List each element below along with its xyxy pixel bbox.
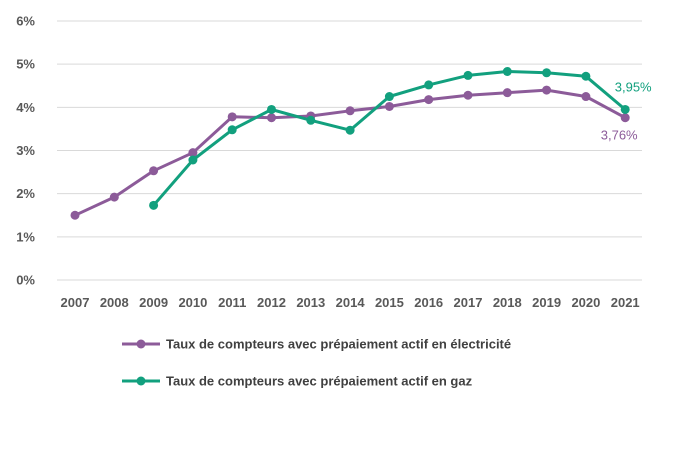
y-tick-label: 0% (16, 273, 35, 288)
data-point (502, 67, 512, 77)
legend-label: Taux de compteurs avec prépaiement actif… (166, 374, 473, 389)
y-tick-label: 6% (16, 14, 35, 29)
data-point (384, 101, 394, 111)
x-tick-label: 2016 (414, 295, 443, 310)
x-tick-label: 2008 (100, 295, 129, 310)
y-tick-label: 2% (16, 186, 35, 201)
data-point (306, 115, 316, 125)
x-tick-label: 2015 (375, 295, 404, 310)
series-lines (70, 67, 630, 220)
data-point (267, 104, 276, 114)
x-tick-label: 2007 (61, 295, 90, 310)
x-tick-label: 2020 (571, 295, 600, 310)
data-point (384, 92, 394, 102)
data-point (542, 85, 552, 95)
data-point (581, 71, 591, 81)
data-point (424, 95, 434, 105)
x-tick-label: 2017 (454, 295, 483, 310)
data-point (149, 166, 159, 176)
data-point (463, 70, 473, 80)
data-point (502, 88, 512, 98)
x-axis-tick-labels: 2007 2008 2009 2010 2011 2012 2013 2014 2015 2016… (61, 295, 640, 310)
x-tick-label: 2010 (178, 295, 207, 310)
data-label: 3,95% (615, 79, 652, 94)
data-annotations: 3,95% 3,76% (601, 79, 652, 142)
x-tick-label: 2021 (611, 295, 640, 310)
data-point (188, 155, 198, 165)
y-tick-label: 3% (16, 143, 35, 158)
y-tick-label: 4% (16, 100, 35, 115)
data-point (345, 106, 355, 116)
x-tick-label: 2011 (218, 295, 246, 310)
data-point (70, 210, 80, 220)
x-tick-label: 2012 (257, 295, 286, 310)
data-point (620, 113, 630, 123)
gridlines (57, 20, 642, 281)
x-tick-label: 2013 (296, 295, 325, 310)
x-tick-label: 2019 (532, 295, 561, 310)
x-tick-label: 2018 (493, 295, 522, 310)
data-point (620, 104, 630, 114)
y-axis-tick-labels: 0% 1% 2% 3% 4% 5% 6% (16, 14, 35, 288)
legend-marker (136, 376, 146, 386)
x-tick-label: 2009 (139, 295, 168, 310)
data-label: 3,76% (601, 128, 638, 143)
data-point (542, 68, 552, 78)
y-tick-label: 5% (16, 57, 35, 72)
data-point (345, 125, 355, 135)
data-point (227, 112, 237, 122)
data-point (424, 80, 434, 90)
y-tick-label: 1% (16, 229, 35, 244)
x-tick-label: 2014 (336, 295, 366, 310)
legend: Taux de compteurs avec prépaiement actif… (122, 337, 511, 389)
data-point (188, 148, 198, 158)
data-point (267, 113, 276, 123)
data-point (227, 125, 237, 135)
legend-marker (136, 339, 146, 349)
data-point (149, 200, 159, 210)
data-point (463, 90, 473, 100)
legend-label: Taux de compteurs avec prépaiement actif… (166, 337, 511, 352)
data-point (109, 192, 119, 202)
data-point (581, 92, 591, 102)
